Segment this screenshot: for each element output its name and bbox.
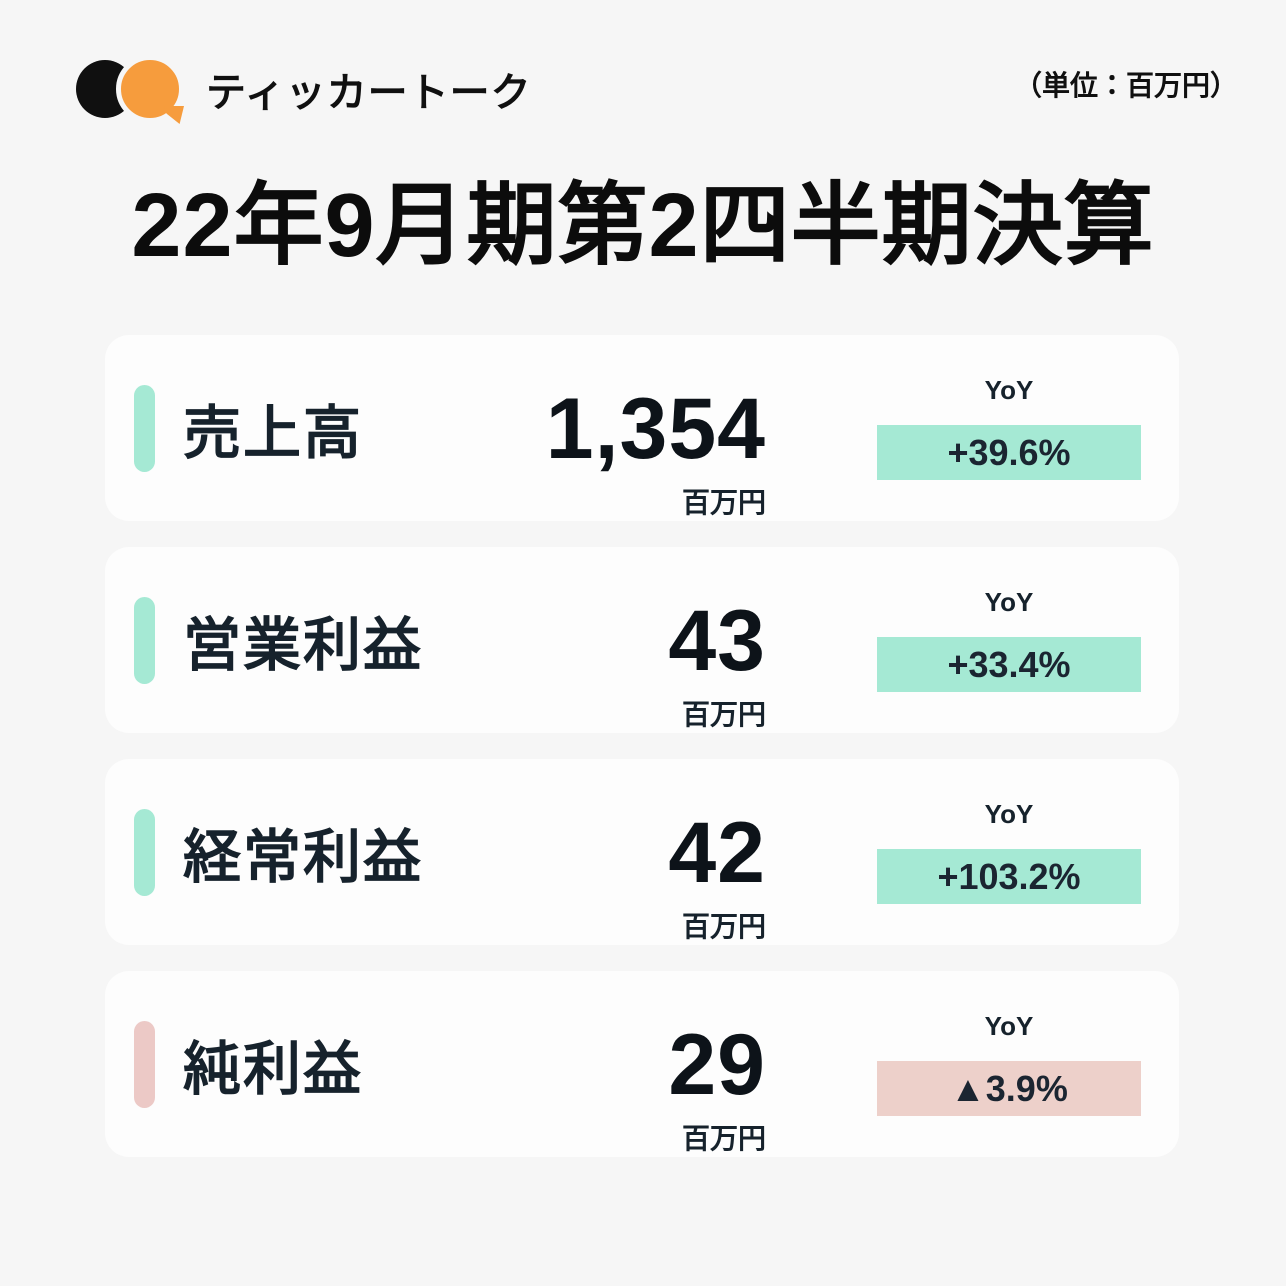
accent-bar — [134, 596, 155, 684]
page-title: 22年9月期第2四半期決算 — [131, 176, 1155, 276]
metric-unit: 百万円 — [681, 699, 766, 730]
metric-label: 経常利益 — [183, 825, 424, 890]
metric-value: 43 — [668, 593, 766, 689]
yoy-badge: ▲3.9% — [877, 1061, 1141, 1117]
metric-unit: 百万円 — [681, 1123, 766, 1154]
unit-note: （単位：百万円） — [1013, 70, 1238, 101]
metric-card-net-profit: 純利益 29 百万円 YoY ▲3.9% — [105, 971, 1179, 1157]
metric-unit: 百万円 — [681, 487, 766, 518]
yoy-label: YoY — [984, 375, 1034, 405]
yoy-badge: +33.4% — [877, 637, 1141, 693]
metric-label: 営業利益 — [183, 613, 424, 678]
yoy-badge: +39.6% — [877, 425, 1141, 481]
metric-value: 42 — [668, 805, 766, 901]
metric-value-block: 1,354 百万円 — [546, 386, 766, 521]
yoy-block: YoY +103.2% — [877, 799, 1141, 905]
yoy-label: YoY — [984, 799, 1034, 829]
accent-bar — [134, 384, 155, 472]
metric-unit: 百万円 — [681, 911, 766, 942]
metric-value: 29 — [668, 1017, 766, 1113]
brand-logo: ティッカートーク — [76, 55, 532, 124]
metric-value-block: 29 百万円 — [668, 1022, 766, 1157]
yoy-label: YoY — [984, 587, 1034, 617]
brand-name: ティッカートーク — [206, 71, 532, 115]
yoy-block: YoY +39.6% — [877, 375, 1141, 481]
metric-label: 売上高 — [183, 401, 364, 466]
speech-bubbles-icon — [76, 55, 188, 124]
metric-value: 1,354 — [545, 381, 766, 477]
yoy-block: YoY +33.4% — [877, 587, 1141, 693]
accent-bar — [134, 808, 155, 896]
yoy-badge: +103.2% — [877, 849, 1141, 905]
metric-card-revenue: 売上高 1,354 百万円 YoY +39.6% — [105, 335, 1179, 521]
metric-value-block: 42 百万円 — [668, 810, 766, 945]
metric-card-ordinary-profit: 経常利益 42 百万円 YoY +103.2% — [105, 759, 1179, 945]
yoy-block: YoY ▲3.9% — [877, 1011, 1141, 1117]
accent-bar — [134, 1020, 155, 1108]
metric-card-operating-profit: 営業利益 43 百万円 YoY +33.4% — [105, 547, 1179, 733]
metric-label: 純利益 — [183, 1037, 364, 1102]
metric-value-block: 43 百万円 — [668, 598, 766, 733]
yoy-label: YoY — [984, 1011, 1034, 1041]
metric-cards: 売上高 1,354 百万円 YoY +39.6% 営業利益 43 百万円 YoY… — [105, 335, 1179, 1157]
